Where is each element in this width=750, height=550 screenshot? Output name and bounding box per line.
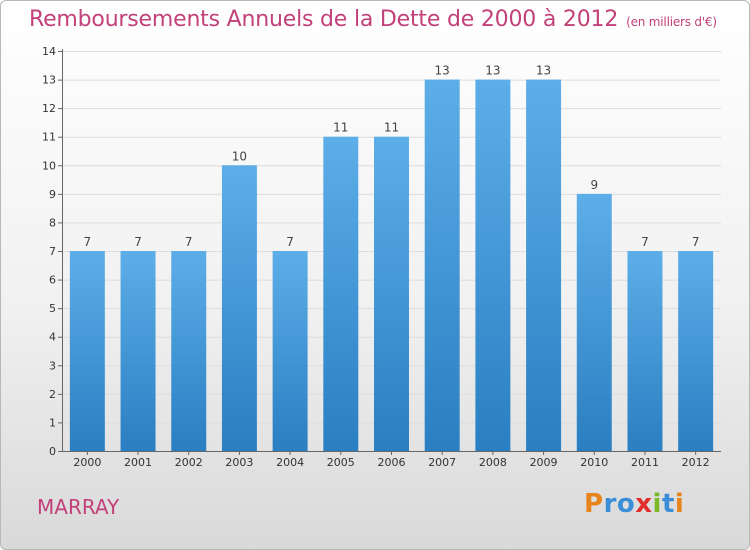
bar xyxy=(475,79,511,452)
y-tick-label: 2 xyxy=(49,388,56,401)
bar-value-label: 11 xyxy=(384,121,399,135)
y-tick-label: 12 xyxy=(42,102,56,115)
logo-letter: x xyxy=(635,489,653,519)
y-tick-label: 4 xyxy=(49,331,56,344)
x-tick-label: 2004 xyxy=(276,456,304,469)
x-tick-label: 2009 xyxy=(530,456,558,469)
y-tick-label: 14 xyxy=(42,45,56,58)
bar-value-label: 13 xyxy=(435,64,450,78)
chart-title-text: Remboursements Annuels de la Dette de 20… xyxy=(29,7,619,32)
bar xyxy=(69,251,105,451)
x-tick-label: 2000 xyxy=(73,456,101,469)
bar xyxy=(678,251,714,451)
x-tick-label: 2002 xyxy=(175,456,203,469)
x-tick-label: 2006 xyxy=(378,456,406,469)
y-tick-label: 13 xyxy=(42,74,56,87)
bar-value-label: 11 xyxy=(333,121,348,135)
bar xyxy=(424,79,460,452)
bar-value-label: 10 xyxy=(232,149,247,163)
y-tick-label: 10 xyxy=(42,159,56,172)
x-tick-label: 2011 xyxy=(631,456,659,469)
chart-title: Remboursements Annuels de la Dette de 20… xyxy=(29,7,717,32)
x-tick-label: 2005 xyxy=(327,456,355,469)
commune-name: MARRAY xyxy=(37,495,120,519)
logo-letter: P xyxy=(584,489,604,519)
y-tick-label: 3 xyxy=(49,359,56,372)
bar-value-label: 13 xyxy=(485,64,500,78)
bar-value-label: 9 xyxy=(590,178,598,192)
proxiti-logo: Proxiti xyxy=(584,489,684,519)
bar xyxy=(171,251,207,451)
logo-letter: t xyxy=(661,489,675,519)
y-tick-label: 6 xyxy=(49,274,56,287)
bar-value-label: 7 xyxy=(185,235,193,249)
bar-value-label: 7 xyxy=(134,235,142,249)
bar xyxy=(120,251,156,451)
bar xyxy=(221,165,257,452)
bar xyxy=(272,251,308,451)
bar-value-label: 7 xyxy=(692,235,700,249)
y-tick-label: 8 xyxy=(49,216,56,229)
bar-value-label: 7 xyxy=(286,235,294,249)
logo-letter: r xyxy=(603,489,617,519)
bar xyxy=(627,251,663,451)
bar-value-label: 7 xyxy=(84,235,92,249)
bar xyxy=(374,136,409,451)
y-tick-label: 1 xyxy=(49,416,56,429)
bar-value-label: 13 xyxy=(536,64,551,78)
x-tick-label: 2010 xyxy=(580,456,608,469)
x-tick-label: 2008 xyxy=(479,456,507,469)
logo-letter: o xyxy=(616,489,636,519)
x-tick-label: 2007 xyxy=(428,456,456,469)
x-tick-label: 2001 xyxy=(124,456,152,469)
y-tick-label: 0 xyxy=(49,445,56,458)
y-tick-label: 5 xyxy=(49,302,56,315)
logo-letter: i xyxy=(652,489,662,519)
bar xyxy=(526,79,562,452)
bar xyxy=(323,136,359,451)
x-tick-label: 2003 xyxy=(225,456,253,469)
y-tick-label: 9 xyxy=(49,188,56,201)
y-tick-label: 11 xyxy=(42,131,56,144)
y-tick-label: 7 xyxy=(49,245,56,258)
bar-value-label: 7 xyxy=(641,235,649,249)
logo-letter: i xyxy=(674,489,685,519)
x-tick-label: 2012 xyxy=(682,456,710,469)
bar xyxy=(576,193,612,451)
chart-unit: (en milliers d'€) xyxy=(626,15,717,29)
